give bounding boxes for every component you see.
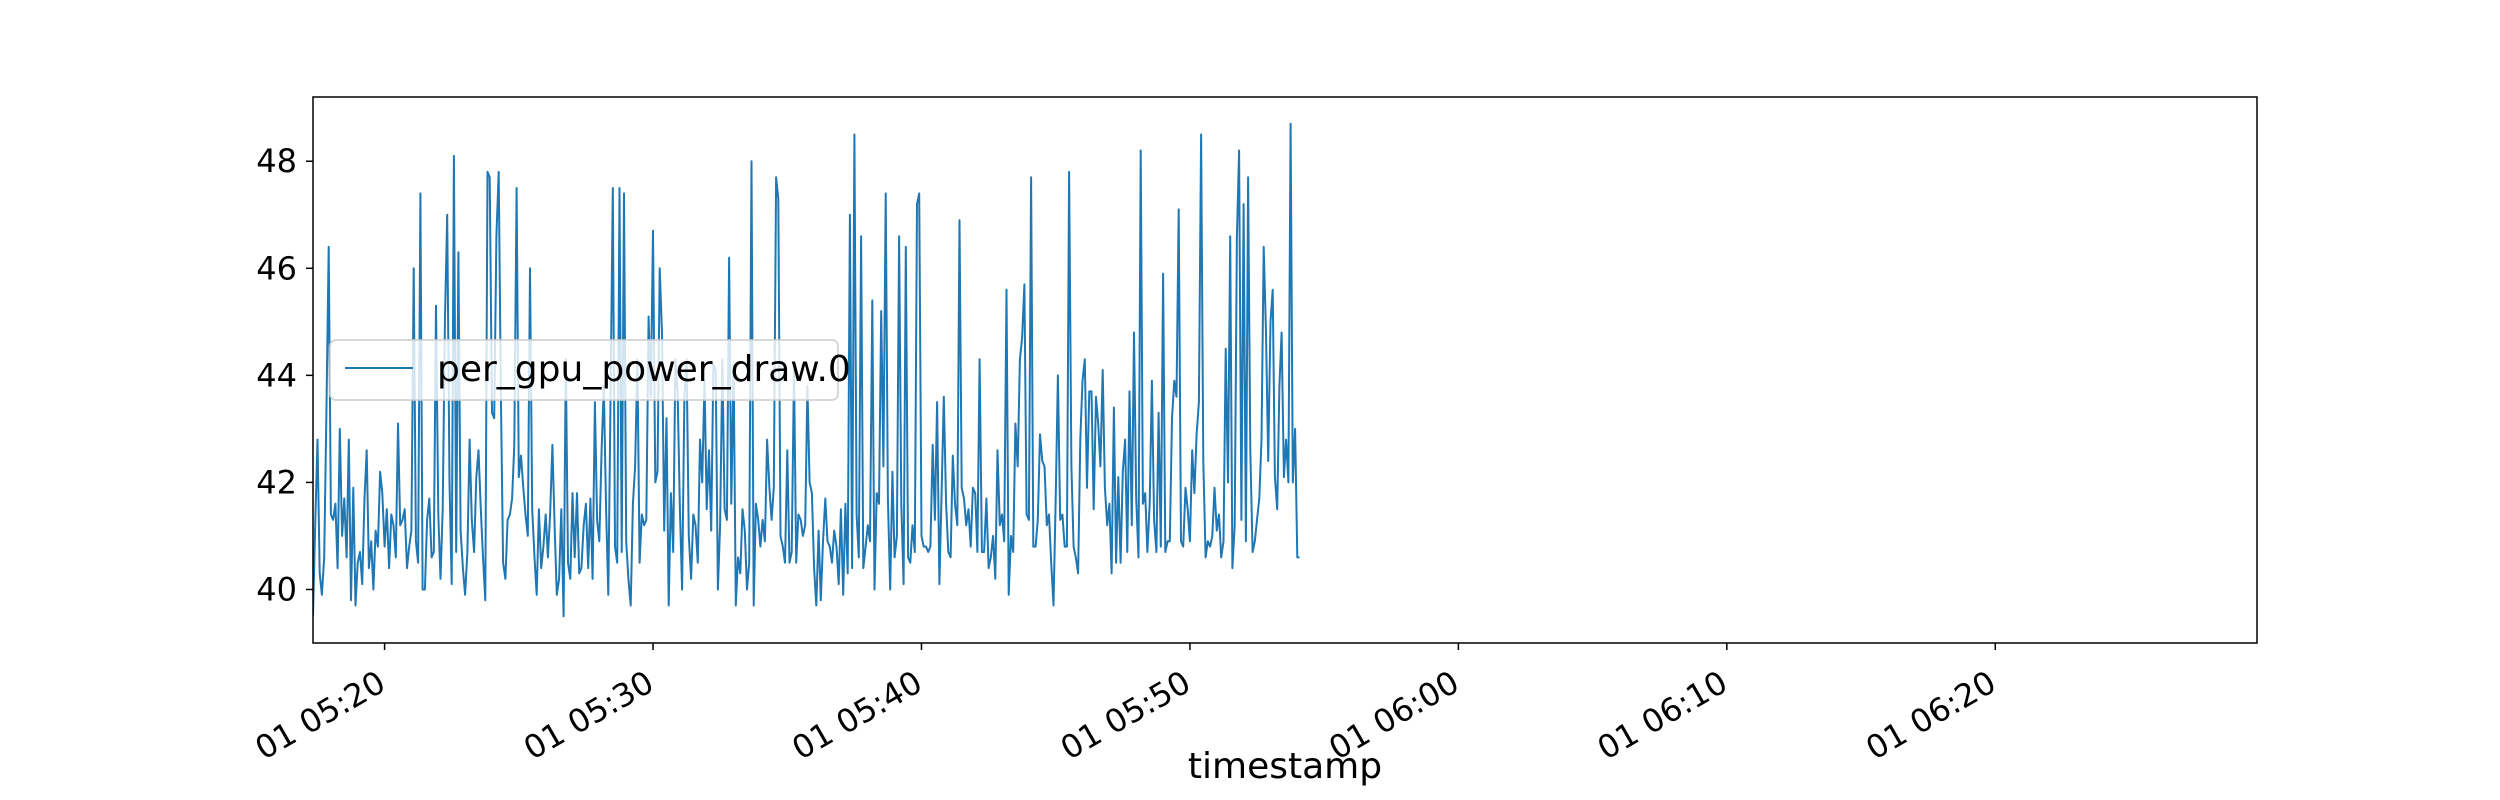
y-axis: 40 42 44 46 48 [256,142,313,608]
y-tick-label: 46 [256,249,297,287]
y-tick-label: 48 [256,142,297,180]
axes-frame [312,96,2258,644]
y-tick-label: 44 [256,356,297,394]
x-axis-label: timestamp [1188,746,1382,787]
y-tick-label: 42 [256,463,297,501]
legend-entry-label: per_gpu_power_draw.0 [437,349,851,390]
y-tick-label: 40 [256,570,297,608]
legend-box [329,339,839,401]
series-line-per-gpu-power-draw-0 [313,122,1300,618]
legend: per_gpu_power_draw.0 [329,339,851,401]
